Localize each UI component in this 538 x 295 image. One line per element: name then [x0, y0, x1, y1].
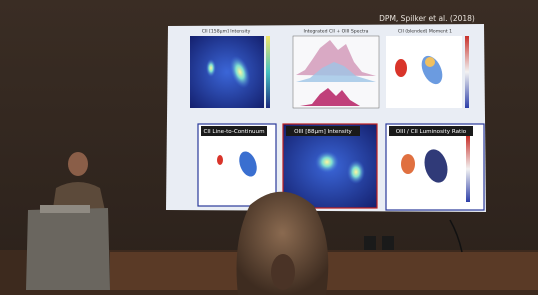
- emission: [206, 59, 216, 77]
- microphone-base: [364, 236, 376, 250]
- panel: CII Line-to-Continuum: [198, 124, 276, 206]
- emission: [425, 57, 435, 67]
- panel: CII (blended) Moment 1: [386, 29, 469, 109]
- map: [198, 124, 276, 206]
- emission: [401, 154, 415, 174]
- microphone-base: [382, 236, 394, 250]
- emission: [347, 160, 365, 184]
- head: [68, 152, 88, 176]
- panel: Integrated CII + OIII Spectra: [293, 29, 379, 109]
- panel: CII [158μm] Intensity: [190, 29, 270, 109]
- panel-title: OIII / CII Luminosity Ratio: [396, 129, 467, 135]
- page: DPM, Spilker et al. (2018) CII [158μm] I…: [0, 0, 538, 295]
- panel-title: OIII [88μm] Intensity: [294, 129, 352, 135]
- slide-credit: DPM, Spilker et al. (2018): [379, 14, 475, 23]
- ponytail: [271, 254, 295, 290]
- panel-title: CII (blended) Moment 1: [398, 29, 452, 35]
- colorbar: [466, 136, 470, 202]
- emission: [315, 151, 339, 173]
- panel-title: CII [158μm] Intensity: [202, 29, 251, 35]
- panel-title: CII Line-to-Continuum: [203, 129, 264, 135]
- podium-top: [40, 205, 90, 213]
- emission: [217, 155, 223, 165]
- emission: [395, 59, 407, 77]
- colorbar: [465, 36, 469, 108]
- audience-member: [237, 192, 329, 295]
- colorbar: [266, 36, 270, 108]
- panel: OIII / CII Luminosity Ratio: [386, 124, 484, 210]
- panel-title: Integrated CII + OIII Spectra: [303, 29, 368, 35]
- map: [190, 36, 264, 108]
- photo: DPM, Spilker et al. (2018) CII [158μm] I…: [0, 0, 538, 295]
- podium: [26, 208, 110, 290]
